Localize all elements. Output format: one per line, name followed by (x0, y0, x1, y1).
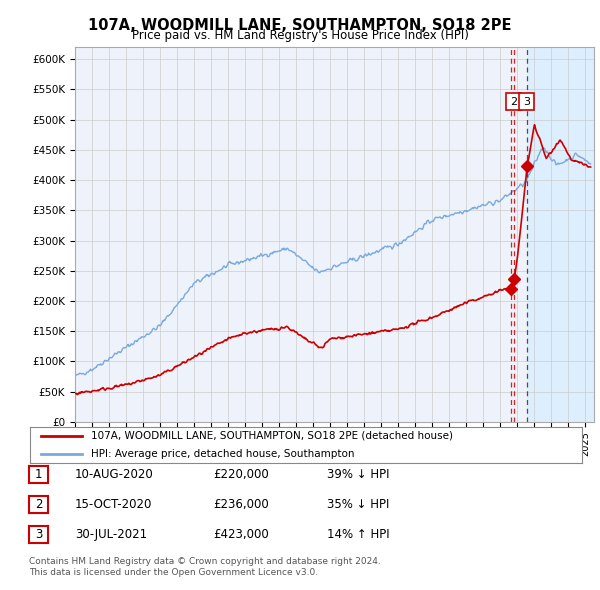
Text: 15-OCT-2020: 15-OCT-2020 (75, 498, 152, 511)
Text: £220,000: £220,000 (213, 468, 269, 481)
Text: 10-AUG-2020: 10-AUG-2020 (75, 468, 154, 481)
Text: This data is licensed under the Open Government Licence v3.0.: This data is licensed under the Open Gov… (29, 568, 318, 577)
Text: 3: 3 (523, 97, 530, 107)
Text: 30-JUL-2021: 30-JUL-2021 (75, 528, 147, 541)
Text: 107A, WOODMILL LANE, SOUTHAMPTON, SO18 2PE (detached house): 107A, WOODMILL LANE, SOUTHAMPTON, SO18 2… (91, 431, 453, 441)
Bar (527, 47, 594, 422)
Text: 1: 1 (35, 468, 42, 481)
Text: 39% ↓ HPI: 39% ↓ HPI (327, 468, 389, 481)
Text: £236,000: £236,000 (213, 498, 269, 511)
Text: Contains HM Land Registry data © Crown copyright and database right 2024.: Contains HM Land Registry data © Crown c… (29, 558, 380, 566)
Text: 3: 3 (35, 528, 42, 541)
Text: £423,000: £423,000 (213, 528, 269, 541)
Text: 2: 2 (35, 498, 42, 511)
Text: Price paid vs. HM Land Registry's House Price Index (HPI): Price paid vs. HM Land Registry's House … (131, 30, 469, 42)
Text: 2: 2 (510, 97, 517, 107)
Text: 14% ↑ HPI: 14% ↑ HPI (327, 528, 389, 541)
Text: HPI: Average price, detached house, Southampton: HPI: Average price, detached house, Sout… (91, 449, 354, 459)
Text: 107A, WOODMILL LANE, SOUTHAMPTON, SO18 2PE: 107A, WOODMILL LANE, SOUTHAMPTON, SO18 2… (88, 18, 512, 32)
Text: 35% ↓ HPI: 35% ↓ HPI (327, 498, 389, 511)
